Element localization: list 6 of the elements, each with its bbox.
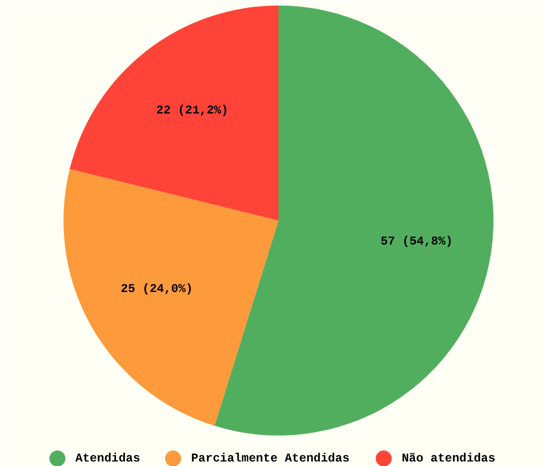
- legend-label: Parcialmente Atendidas: [191, 452, 350, 466]
- legend-label: Não atendidas: [402, 452, 496, 466]
- data-label: 22 (21,2%): [156, 103, 228, 118]
- data-label: 25 (24,0%): [120, 282, 193, 296]
- data-label: 57 (54,8%): [380, 234, 453, 249]
- legend-label: Atendidas: [75, 452, 140, 466]
